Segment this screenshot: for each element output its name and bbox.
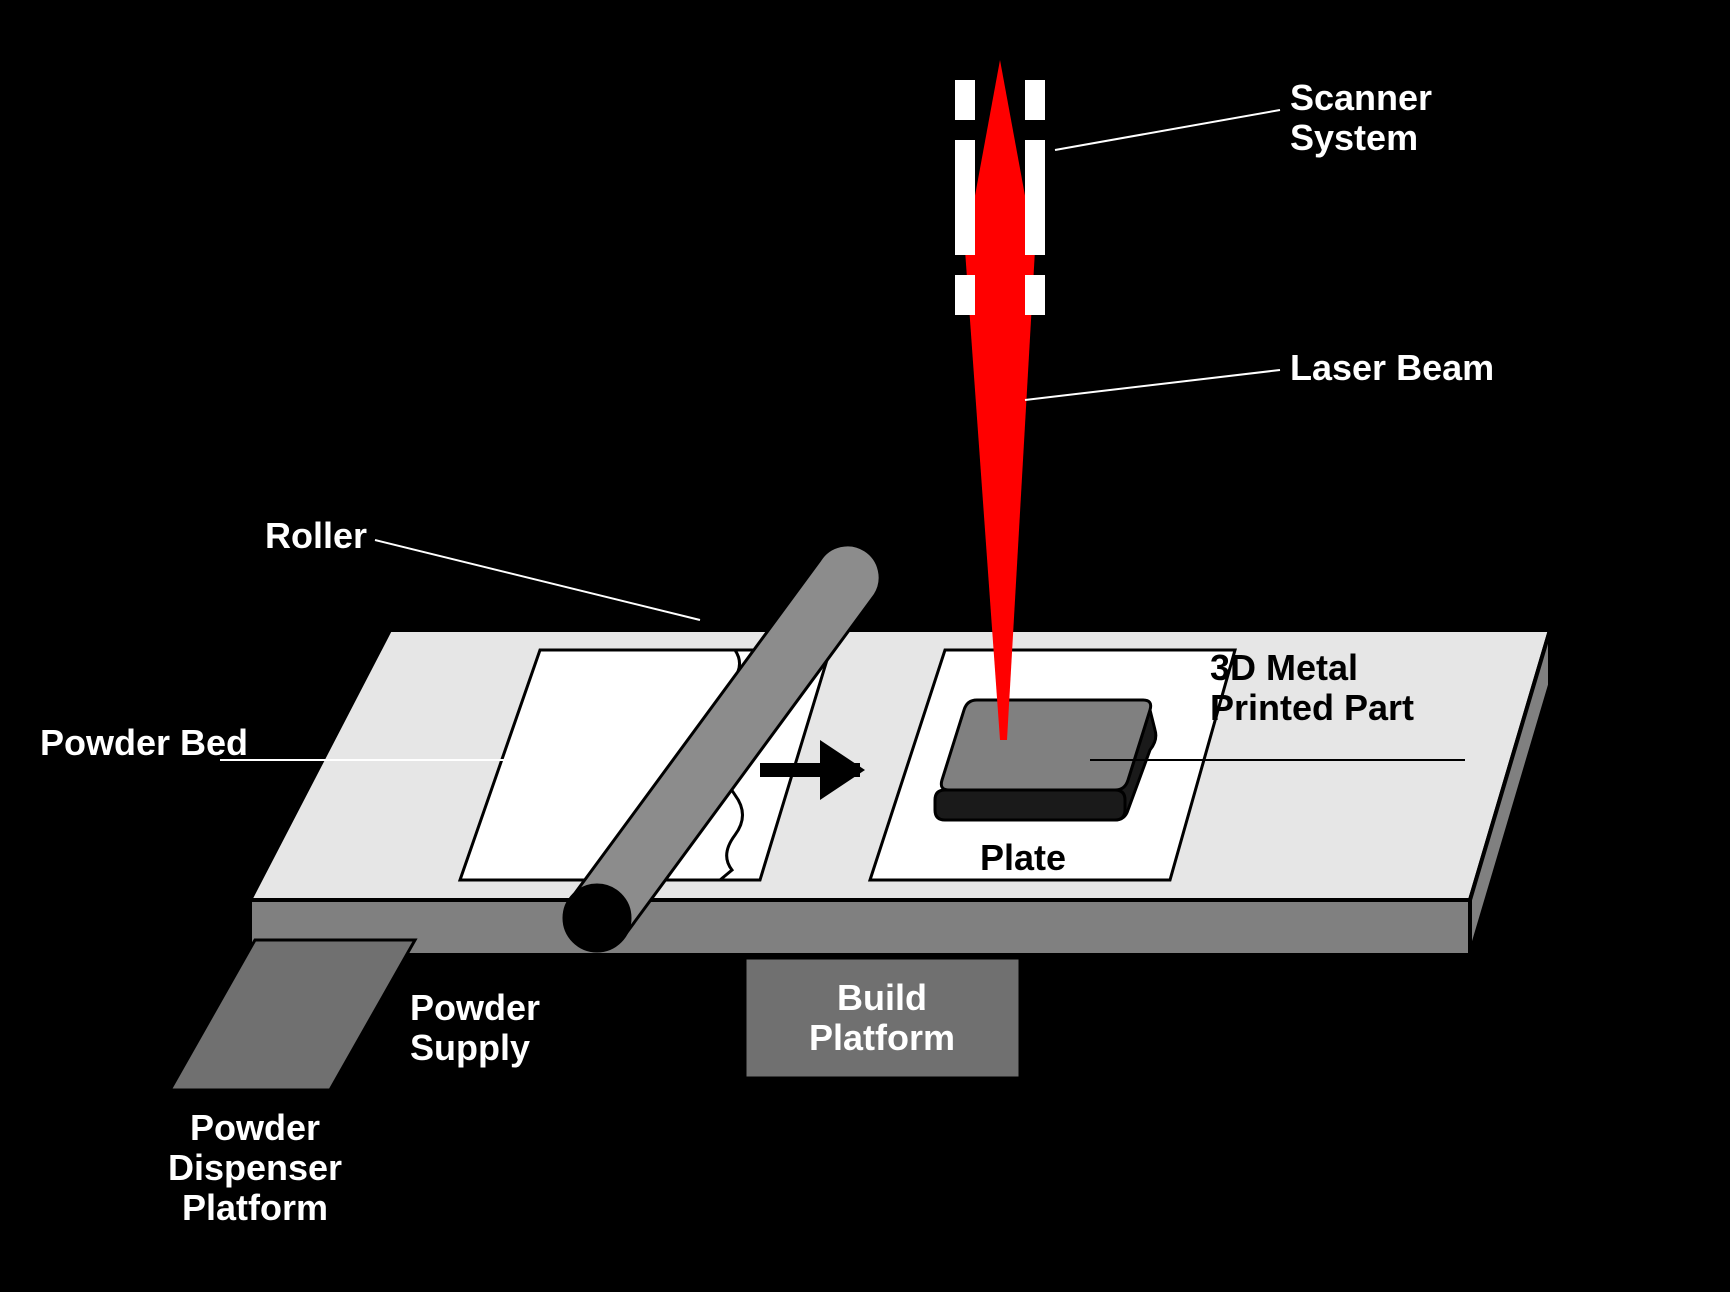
scanner-bracket-segment <box>1025 275 1045 315</box>
label-dispenser-line1: Powder <box>190 1107 320 1148</box>
label-scanner-line1: Scanner <box>1290 77 1432 118</box>
printed-part-top <box>941 700 1150 790</box>
scanner-bracket-segment <box>1025 80 1045 120</box>
roller-end-cap <box>564 885 630 951</box>
platform-front-face <box>250 900 1470 955</box>
label-printed-part-line1: 3D Metal <box>1210 647 1358 688</box>
scanner-bracket-segment <box>955 140 975 255</box>
label-powder-supply-line1: Powder <box>410 987 540 1028</box>
scanner-bracket-segment <box>955 275 975 315</box>
label-build-platform-line2: Platform <box>809 1017 955 1058</box>
label-printed-part-line2: Printed Part <box>1210 687 1414 728</box>
printed-part-front <box>935 790 1125 820</box>
label-laser-beam: Laser Beam <box>1290 347 1494 388</box>
slm-diagram: Scanner System Laser Beam Roller 3D Meta… <box>0 0 1730 1292</box>
label-roller: Roller <box>265 515 367 556</box>
scanner-bracket-segment <box>1025 140 1045 255</box>
label-build-platform-line1: Build <box>837 977 927 1018</box>
scanner-bracket-segment <box>955 80 975 120</box>
label-plate: Plate <box>980 837 1066 878</box>
label-dispenser-line3: Platform <box>182 1187 328 1228</box>
label-powder-supply-line2: Supply <box>410 1027 530 1068</box>
label-scanner-line2: System <box>1290 117 1418 158</box>
label-powder-bed: Powder Bed <box>40 722 248 763</box>
label-dispenser-line2: Dispenser <box>168 1147 342 1188</box>
